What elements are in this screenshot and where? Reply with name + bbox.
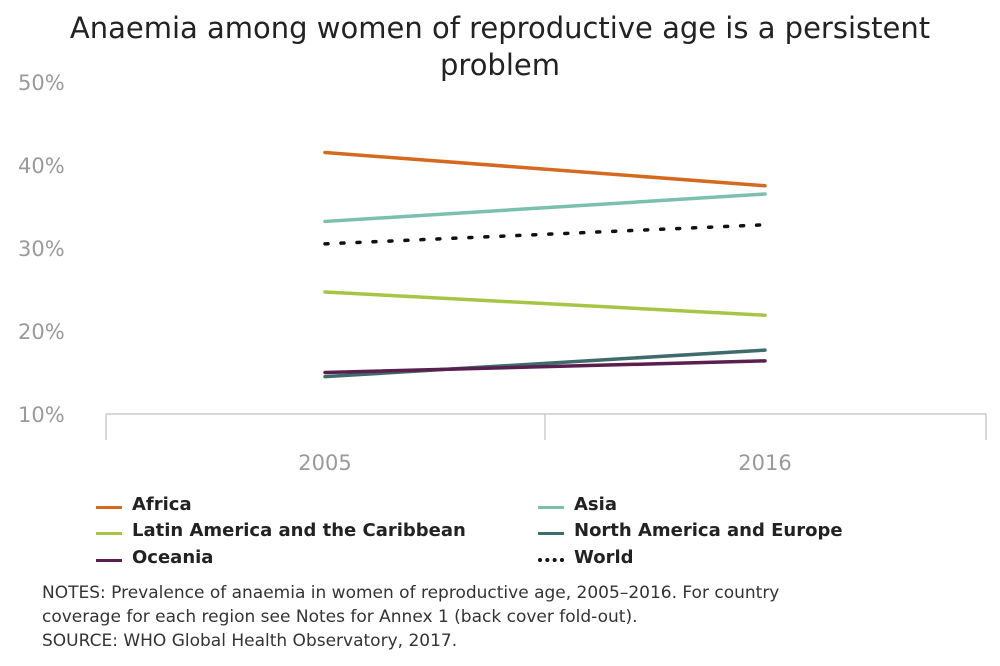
series-line-latin-america-and-the-caribbean: [323, 290, 767, 317]
y-tick-label: 40%: [18, 154, 65, 178]
series-line-world: [323, 223, 767, 246]
line-chart: 10% 20% 30% 40% 50% 2005 2016: [18, 71, 987, 475]
y-axis-ticks: 10% 20% 30% 40% 50%: [18, 71, 65, 427]
legend-label: World: [574, 547, 634, 568]
source-line: SOURCE: WHO Global Health Observatory, 2…: [42, 631, 458, 651]
x-axis: [105, 413, 987, 440]
legend-swatch: [538, 506, 564, 509]
legend-label: Africa: [132, 494, 192, 515]
y-tick-label: 20%: [18, 320, 65, 344]
series-line-africa: [323, 150, 767, 188]
legend-swatch: [538, 558, 564, 562]
legend-label: Asia: [574, 494, 617, 515]
notes-line-1: NOTES: Prevalence of anaemia in women of…: [42, 583, 780, 603]
legend-swatch: [538, 532, 564, 535]
legend-label: Latin America and the Caribbean: [132, 520, 466, 541]
legend-swatch: [96, 532, 122, 535]
legend-label: North America and Europe: [574, 520, 843, 541]
chart-title-line-1: Anaemia among women of reproductive age …: [69, 11, 931, 45]
legend-label: Oceania: [132, 547, 214, 568]
x-tick-labels: 2005 2016: [298, 451, 791, 475]
series-line-oceania: [323, 359, 767, 375]
x-tick-label: 2005: [298, 451, 351, 475]
chart-title: Anaemia among women of reproductive age …: [0, 10, 1000, 84]
notes: NOTES: Prevalence of anaemia in women of…: [42, 581, 962, 653]
legend-swatch: [96, 559, 122, 562]
y-tick-label: 10%: [18, 403, 65, 427]
y-tick-label: 30%: [18, 237, 65, 261]
legend-swatch: [96, 506, 122, 509]
chart-title-line-2: problem: [440, 48, 560, 82]
x-tick-label: 2016: [738, 451, 791, 475]
series-line-asia: [323, 192, 767, 224]
notes-line-2: coverage for each region see Notes for A…: [42, 607, 638, 627]
series-lines: [323, 150, 767, 379]
y-tick-label: 50%: [18, 71, 65, 95]
